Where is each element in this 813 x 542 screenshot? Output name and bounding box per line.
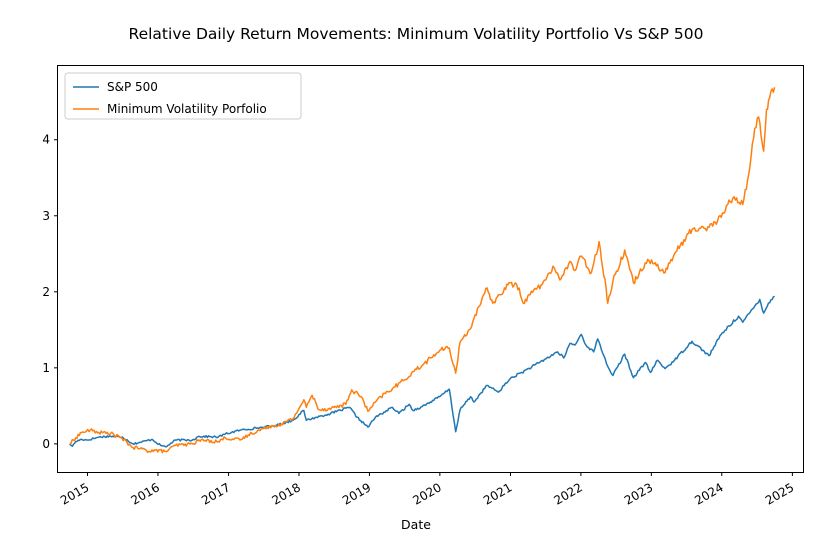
x-tick-label-10: 2025 (763, 480, 796, 507)
y-tick-label-1: 1 (42, 361, 50, 375)
legend: S&P 500 Minimum Volatility Porfolio (64, 72, 302, 120)
x-tick-label-1: 2016 (128, 480, 161, 507)
y-tick-label-2: 2 (42, 285, 50, 299)
x-axis: 2015 2016 2017 2018 2019 2020 2021 2022 2023 2024… (58, 472, 796, 508)
series-layer (69, 87, 776, 454)
y-axis: 0 1 2 3 4 (42, 133, 58, 451)
chart-title: Relative Daily Return Movements: Minimum… (129, 25, 704, 43)
x-tick-label-8: 2023 (622, 480, 655, 507)
x-tick-label-7: 2022 (551, 480, 584, 507)
y-tick-label-3: 3 (42, 209, 50, 223)
y-tick-label-4: 4 (42, 133, 50, 147)
series-line-0 (69, 295, 775, 448)
plot-frame (57, 65, 804, 473)
legend-label-0: S&P 500 (107, 80, 158, 94)
x-axis-label: Date (401, 517, 431, 532)
series-line-1 (69, 87, 776, 454)
legend-label-1: Minimum Volatility Porfolio (107, 102, 267, 116)
y-tick-label-0: 0 (42, 437, 50, 451)
x-tick-label-3: 2018 (270, 480, 303, 507)
x-tick-label-9: 2024 (692, 480, 725, 507)
x-tick-label-4: 2019 (340, 480, 373, 507)
x-tick-label-2: 2017 (199, 480, 232, 507)
x-tick-label-0: 2015 (58, 480, 91, 507)
x-tick-label-5: 2020 (410, 480, 443, 507)
legend-box (64, 72, 302, 120)
x-tick-label-6: 2021 (481, 480, 514, 507)
